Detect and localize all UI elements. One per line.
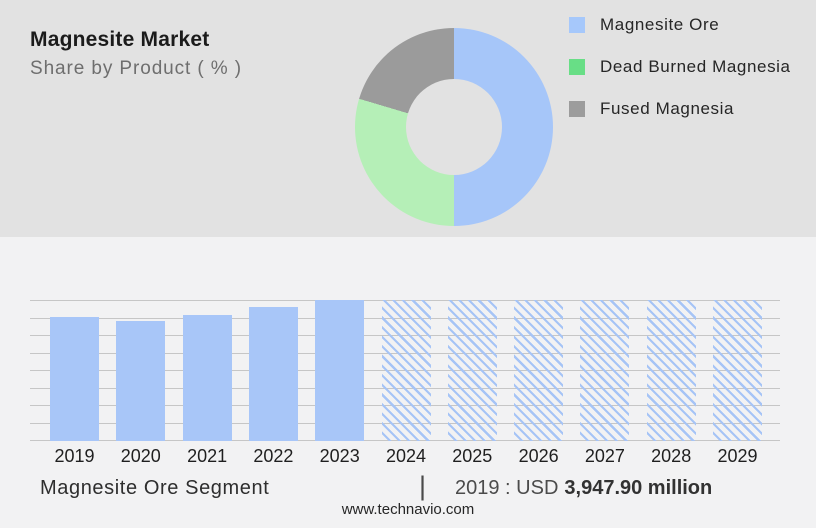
x-tick-label: 2021	[187, 446, 228, 466]
website-url: www.technavio.com	[341, 501, 475, 518]
x-tick-label: 2027	[584, 446, 625, 466]
bar-chart	[30, 300, 780, 441]
bar-2029-forecast	[713, 300, 762, 441]
bar-2023	[315, 300, 365, 441]
bar-2019	[50, 317, 99, 441]
bar-2020	[116, 321, 166, 441]
bar-2028-forecast	[646, 300, 696, 441]
bar-2026-forecast	[514, 300, 564, 441]
legend-item: Magnesite Ore	[569, 15, 791, 34]
x-tick-label: 2025	[452, 446, 493, 466]
donut-panel: Magnesite Market Share by Product ( % ) …	[0, 0, 816, 237]
page-subtitle: Share by Product ( % )	[30, 58, 242, 79]
x-tick-label: 2028	[651, 446, 692, 466]
callout-value: 3,947.90 million	[564, 477, 713, 499]
legend-swatch	[569, 101, 585, 117]
x-tick-label: 2026	[518, 446, 559, 466]
separator-pipe: |	[419, 471, 427, 501]
legend: Magnesite Ore Dead Burned Magnesia Fused M…	[569, 15, 791, 143]
legend-swatch	[569, 59, 585, 75]
legend-item: Fused Magnesia	[569, 99, 791, 118]
bar-2025-forecast	[447, 300, 497, 441]
legend-item: Dead Burned Magnesia	[569, 57, 791, 76]
segment-label: Magnesite Ore Segment	[40, 477, 270, 499]
bar-2022	[248, 307, 298, 441]
x-tick-label: 2024	[385, 446, 427, 466]
x-tick-label: 2023	[319, 446, 360, 466]
legend-label: Fused Magnesia	[600, 99, 735, 118]
x-tick-label: 2020	[120, 446, 161, 466]
bar-2024-forecast	[381, 300, 431, 441]
x-tick-label: 2022	[253, 446, 294, 466]
bar-panel: 2019 2020 2021 2022 2023 2024 2025 2026 2027 2028…	[0, 237, 816, 528]
page-title: Magnesite Market	[30, 28, 210, 51]
donut-chart	[355, 28, 553, 226]
bar-2021	[182, 315, 232, 441]
legend-swatch	[569, 17, 585, 33]
x-tick-label: 2019	[54, 446, 95, 466]
x-tick-label: 2029	[717, 446, 758, 466]
bar-2027-forecast	[580, 300, 630, 441]
x-axis-labels: 2019 2020 2021 2022 2023 2024 2025 2026 2027 2028…	[30, 446, 810, 468]
callout-prefix: 2019 : USD	[455, 477, 559, 499]
legend-label: Magnesite Ore	[600, 15, 720, 34]
legend-label: Dead Burned Magnesia	[600, 57, 791, 76]
value-callout: 2019 : USD 3,947.90 million	[455, 477, 712, 500]
